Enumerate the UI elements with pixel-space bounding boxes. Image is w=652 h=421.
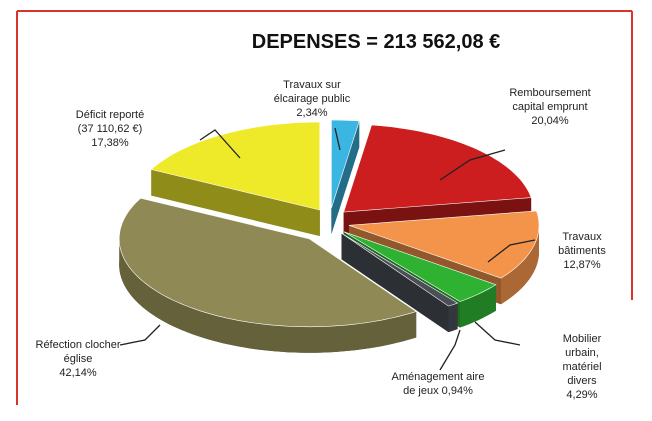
leader-lines (119, 127, 536, 371)
slice-top (343, 231, 497, 302)
slice (150, 121, 321, 236)
category-label: Travaux bâtiments (558, 231, 606, 257)
slice-label: Travaux bâtiments 12,87% (547, 230, 617, 272)
slice-label: Travaux sur élcairage public 2,34% (274, 78, 350, 120)
value-label: 20,04% (531, 115, 569, 127)
slice-label: Aménagement aire de jeux 0,94% (392, 370, 485, 398)
value-label: 12,87% (563, 259, 601, 271)
slice-wall (331, 121, 360, 234)
slice-label: Déficit reporté (37 110,62 €) 17,38% (76, 108, 144, 150)
value-label: 2,34% (296, 107, 328, 119)
category-label: Aménagement aire de jeux (391, 371, 485, 397)
value-label: 4,29% (566, 389, 598, 401)
slice-top (118, 197, 417, 328)
frame (16, 10, 633, 405)
slice-side (119, 238, 417, 353)
chart-title: DEPENSES = 213 562,08 € (251, 31, 501, 53)
slice-top (343, 124, 532, 213)
category-label: Remboursement capital emprunt (509, 87, 591, 113)
category-label: Déficit reporté (37 110,62 €) (75, 109, 145, 135)
slice (118, 197, 417, 353)
slice-wall (341, 233, 449, 333)
category-label: Réfection clocher église (35, 339, 121, 365)
slice-label: Remboursement capital emprunt 20,04% (509, 86, 590, 128)
slice-top (348, 210, 540, 279)
pie (118, 119, 540, 353)
slice (341, 233, 459, 333)
slice-label: Réfection clocher église 42,14% (36, 338, 121, 380)
value-label: 42,14% (59, 367, 97, 379)
category-label: Travaux sur élcairage public (273, 79, 351, 105)
slice-side (501, 225, 539, 305)
slice-top (341, 233, 459, 307)
slice-side (460, 284, 496, 328)
slice-side (448, 303, 458, 333)
slice-wall (151, 169, 320, 236)
slice-top (150, 121, 321, 211)
category-label: Mobilier urbain, matériel divers (562, 333, 602, 387)
slice-label: Mobilier urbain, matériel divers 4,29% (547, 332, 617, 402)
value-label: 17,38% (91, 137, 129, 149)
value-label: 0,94% (441, 385, 473, 397)
